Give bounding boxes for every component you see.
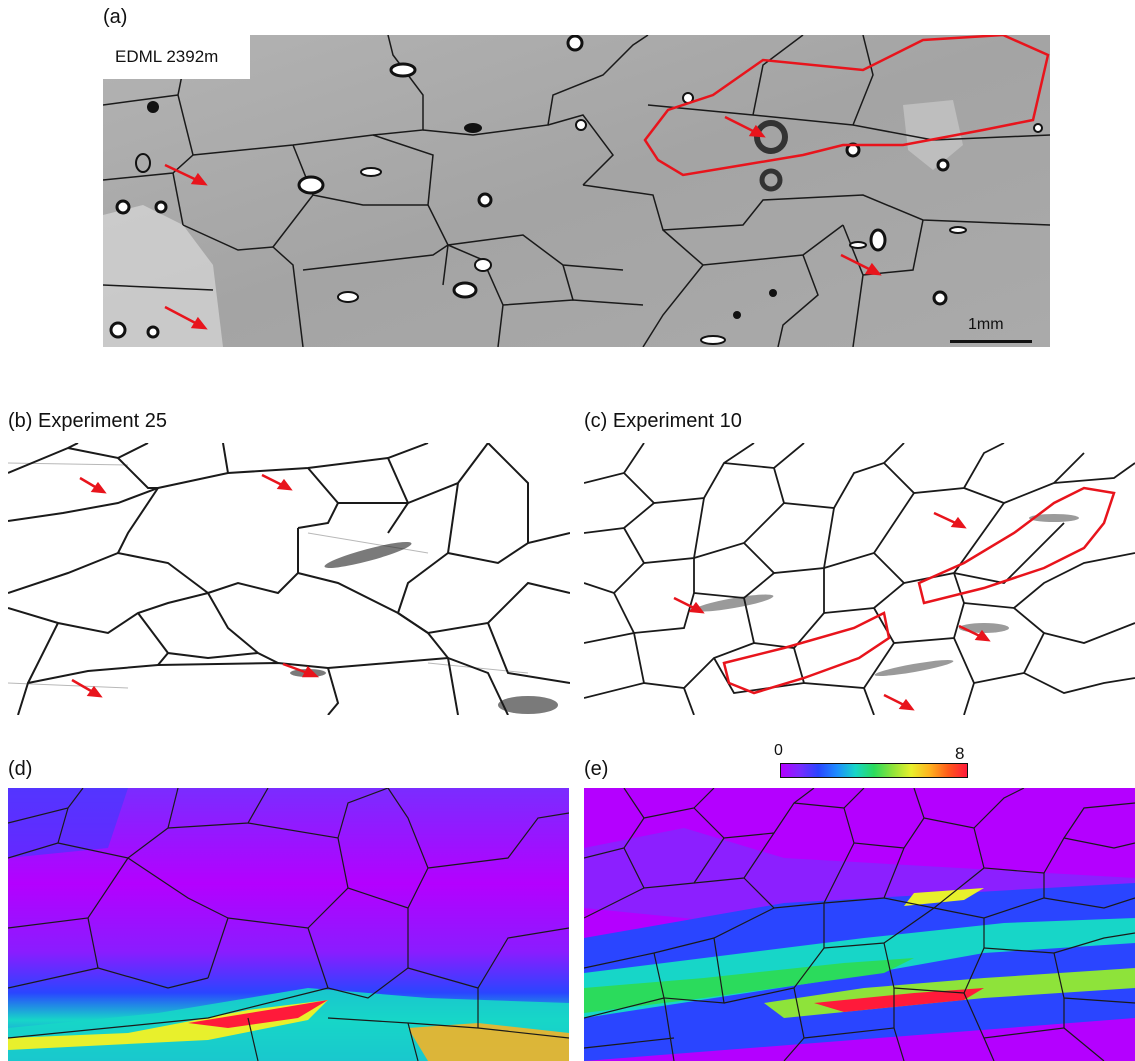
panel-e-strain-map: [584, 788, 1135, 1061]
panel-e-band: [584, 958, 914, 1013]
panel-e-label: (e): [584, 758, 609, 780]
panel-d-band: [8, 788, 128, 858]
panel-d-svg: [8, 788, 569, 1061]
panel-d-band: [188, 1000, 328, 1028]
panel-a-background: [103, 35, 1050, 347]
colorbar-min-label: 0: [774, 742, 783, 759]
panel-d-band: [8, 1000, 328, 1050]
scale-bar-label: 1mm: [968, 316, 1004, 333]
annotation-arrows: [164, 115, 882, 330]
panel-d-grain-boundaries: [8, 788, 569, 1061]
panel-d-band: [408, 1023, 569, 1061]
annotation-outline: [643, 35, 1050, 177]
panel-b-arrows: [71, 473, 320, 698]
panel-b-simulation: [8, 443, 570, 715]
panel-c-background: [584, 443, 1135, 715]
panel-b-label: (b) Experiment 25: [8, 410, 167, 432]
panel-b-grain-boundaries: [8, 443, 570, 715]
panel-e-band: [814, 988, 984, 1012]
panel-c-simulation: [584, 443, 1135, 715]
colorbar: [780, 763, 968, 778]
panel-c-annotation-outlines: [722, 486, 1116, 695]
bubbles: [109, 35, 1043, 345]
panel-a-light-region: [903, 100, 963, 170]
colorbar-max-label: 8: [955, 744, 965, 763]
panel-b-background: [8, 443, 570, 715]
panel-c-dark-patches: [694, 514, 1079, 676]
panel-e-grain-boundaries: [584, 788, 1135, 1061]
sample-label: EDML 2392m: [103, 35, 250, 79]
panel-d-label: (d): [8, 758, 33, 780]
panel-c-label: (c) Experiment 10: [584, 410, 742, 432]
panel-c-arrows: [673, 511, 991, 711]
grain-boundaries: [103, 35, 1050, 347]
panel-a-light-region: [103, 205, 223, 347]
panel-a-svg: [103, 35, 1050, 347]
panel-e-band: [904, 888, 984, 906]
panel-b-svg: [8, 443, 570, 715]
scale-bar: [950, 340, 1032, 343]
panel-a-label: (a): [103, 6, 128, 28]
panel-d-strain-map: [8, 788, 569, 1061]
panel-a-micrograph: [103, 35, 1050, 347]
panel-e-svg: [584, 788, 1135, 1061]
panel-c-grain-boundaries: [584, 443, 1135, 715]
panel-c-svg: [584, 443, 1135, 715]
